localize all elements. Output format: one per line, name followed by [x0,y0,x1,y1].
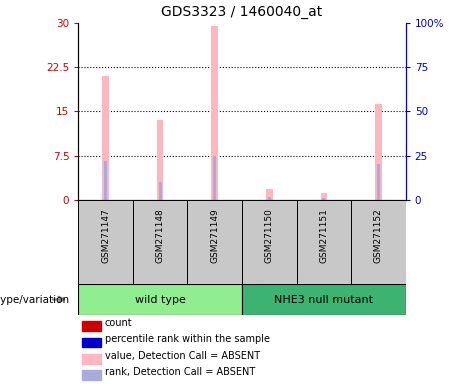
Bar [213,156,216,200]
Bar [320,193,327,200]
Text: rank, Detection Call = ABSENT: rank, Detection Call = ABSENT [105,367,255,377]
Bar [242,200,296,284]
Text: value, Detection Call = ABSENT: value, Detection Call = ABSENT [105,351,260,361]
Text: wild type: wild type [135,295,186,305]
Text: GSM271147: GSM271147 [101,208,110,263]
Title: GDS3323 / 1460040_at: GDS3323 / 1460040_at [161,5,323,19]
Bar [377,164,380,200]
Bar [82,371,101,380]
Bar [212,26,218,200]
Bar [104,161,107,200]
Bar [82,321,101,331]
Text: GSM271150: GSM271150 [265,208,274,263]
Bar [82,354,101,364]
Text: GSM271151: GSM271151 [319,208,328,263]
Text: GSM271148: GSM271148 [156,208,165,263]
Bar [78,284,242,315]
Text: count: count [105,318,132,328]
Bar [323,198,325,200]
Bar [268,197,271,200]
Bar [159,182,161,200]
Bar [296,200,351,284]
Bar [242,284,406,315]
Text: percentile rank within the sample: percentile rank within the sample [105,334,270,344]
Text: NHE3 null mutant: NHE3 null mutant [274,295,373,305]
Bar [266,189,272,200]
Text: GSM271152: GSM271152 [374,208,383,263]
Bar [188,200,242,284]
Bar [78,200,133,284]
Bar [102,76,109,200]
Bar [82,338,101,347]
Text: genotype/variation: genotype/variation [0,295,69,305]
Bar [157,120,164,200]
Bar [375,104,382,200]
Text: GSM271149: GSM271149 [210,208,219,263]
Bar [351,200,406,284]
Bar [133,200,188,284]
